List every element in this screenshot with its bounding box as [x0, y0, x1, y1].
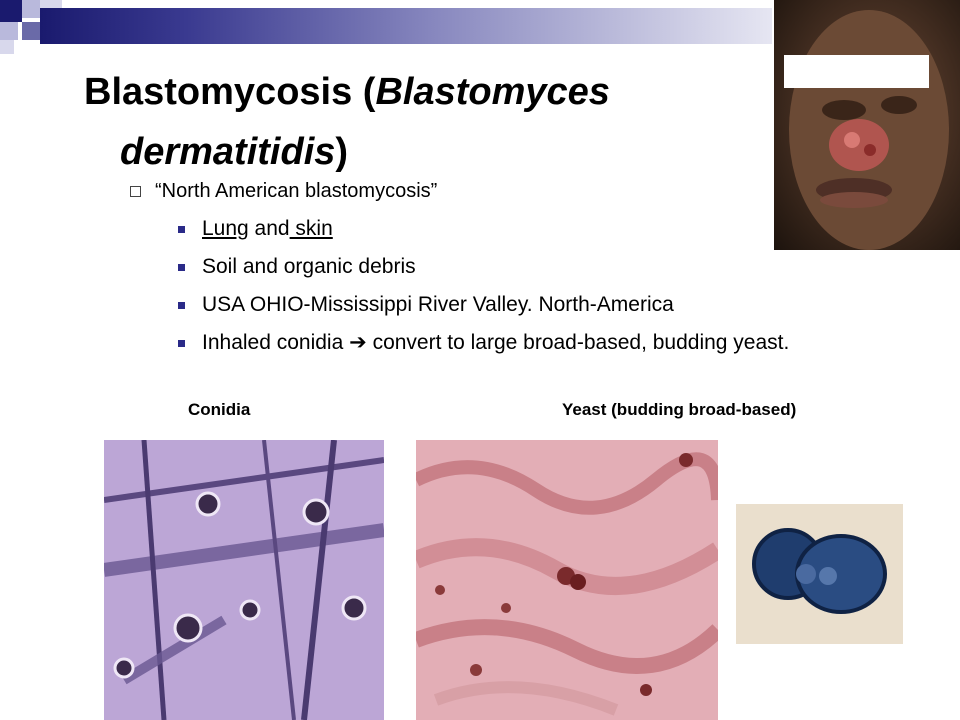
right-arrow-icon: ➔ — [349, 331, 367, 354]
patient-face-photo — [774, 0, 960, 250]
bullet-level1: “North American blastomycosis” — [130, 180, 437, 203]
square-bullet-icon — [178, 226, 185, 233]
caption-conidia: Conidia — [188, 400, 251, 419]
corner-square-3 — [0, 22, 18, 40]
list-item: Soil and organic debris — [178, 254, 898, 280]
bullet-list: Lung and skin Soil and organic debris US… — [178, 216, 898, 368]
header-gradient-bar — [40, 8, 772, 44]
slide-title: Blastomycosis (Blastomyces dermatitidis) — [84, 71, 610, 173]
list-item: Lung and skin — [178, 216, 898, 242]
corner-square-5 — [22, 22, 40, 40]
corner-square-1 — [0, 0, 22, 22]
budding-yeast-micrograph — [736, 504, 903, 644]
conidia-micrograph — [104, 440, 384, 720]
caption-yeast: Yeast (budding broad-based) — [562, 400, 797, 419]
corner-square-6 — [0, 40, 14, 54]
hollow-square-bullet-icon — [130, 186, 141, 197]
list-item: Inhaled conidia ➔ convert to large broad… — [178, 330, 898, 356]
square-bullet-icon — [178, 340, 185, 347]
list-item: USA OHIO-Mississippi River Valley. North… — [178, 292, 898, 318]
corner-square-2 — [22, 0, 40, 18]
square-bullet-icon — [178, 264, 185, 271]
square-bullet-icon — [178, 302, 185, 309]
tissue-yeast-micrograph — [416, 440, 718, 720]
redaction-bar — [784, 55, 929, 88]
